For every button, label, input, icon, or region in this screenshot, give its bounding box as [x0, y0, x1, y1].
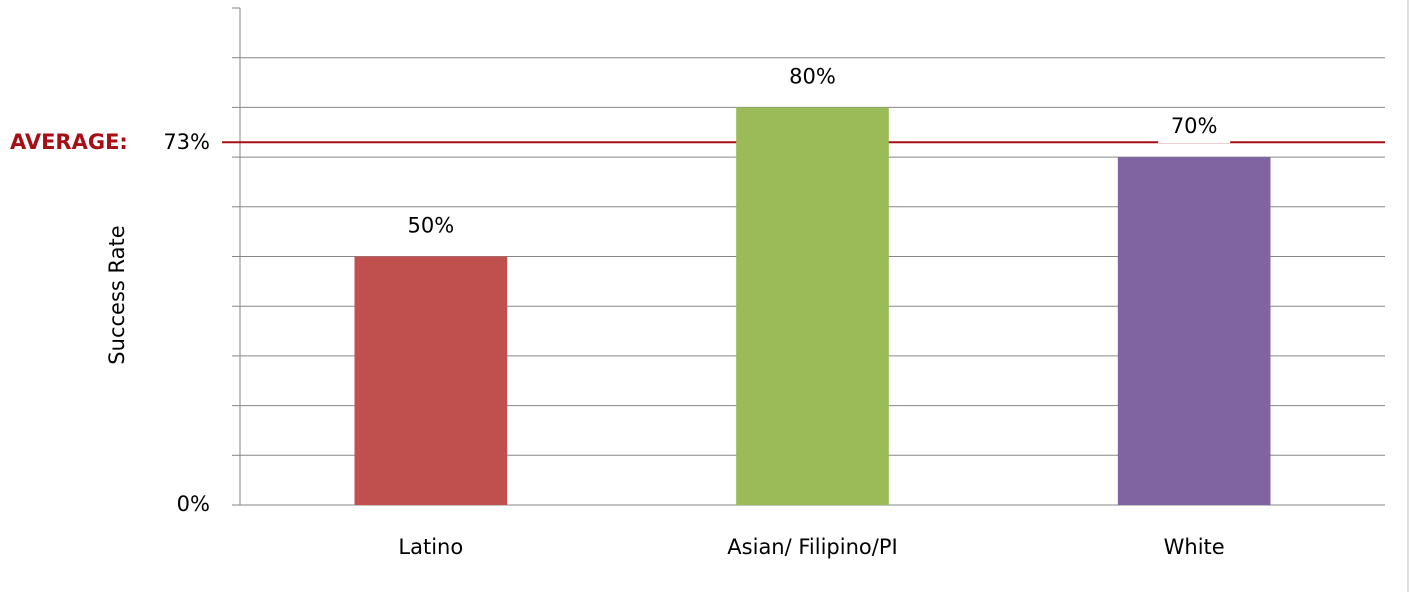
data-label-bg	[394, 208, 467, 243]
data-label-bg	[776, 59, 849, 94]
y-axis-label: Success Rate	[105, 225, 129, 364]
bar	[736, 107, 889, 506]
data-label: 70%	[1171, 114, 1218, 138]
x-tick-label: Asian/ Filipino/PI	[727, 535, 897, 559]
average-label-bg	[0, 126, 222, 159]
average-label: AVERAGE:	[10, 130, 128, 154]
x-tick-label: White	[1164, 535, 1225, 559]
data-label: 50%	[407, 214, 454, 238]
y-tick-label: 0%	[177, 492, 210, 516]
bar	[354, 256, 508, 505]
data-label-bg	[1158, 109, 1231, 144]
bar	[1117, 157, 1271, 505]
average-value-label: 73%	[163, 130, 210, 154]
data-label: 80%	[789, 64, 836, 88]
x-tick-label: Latino	[398, 535, 463, 559]
